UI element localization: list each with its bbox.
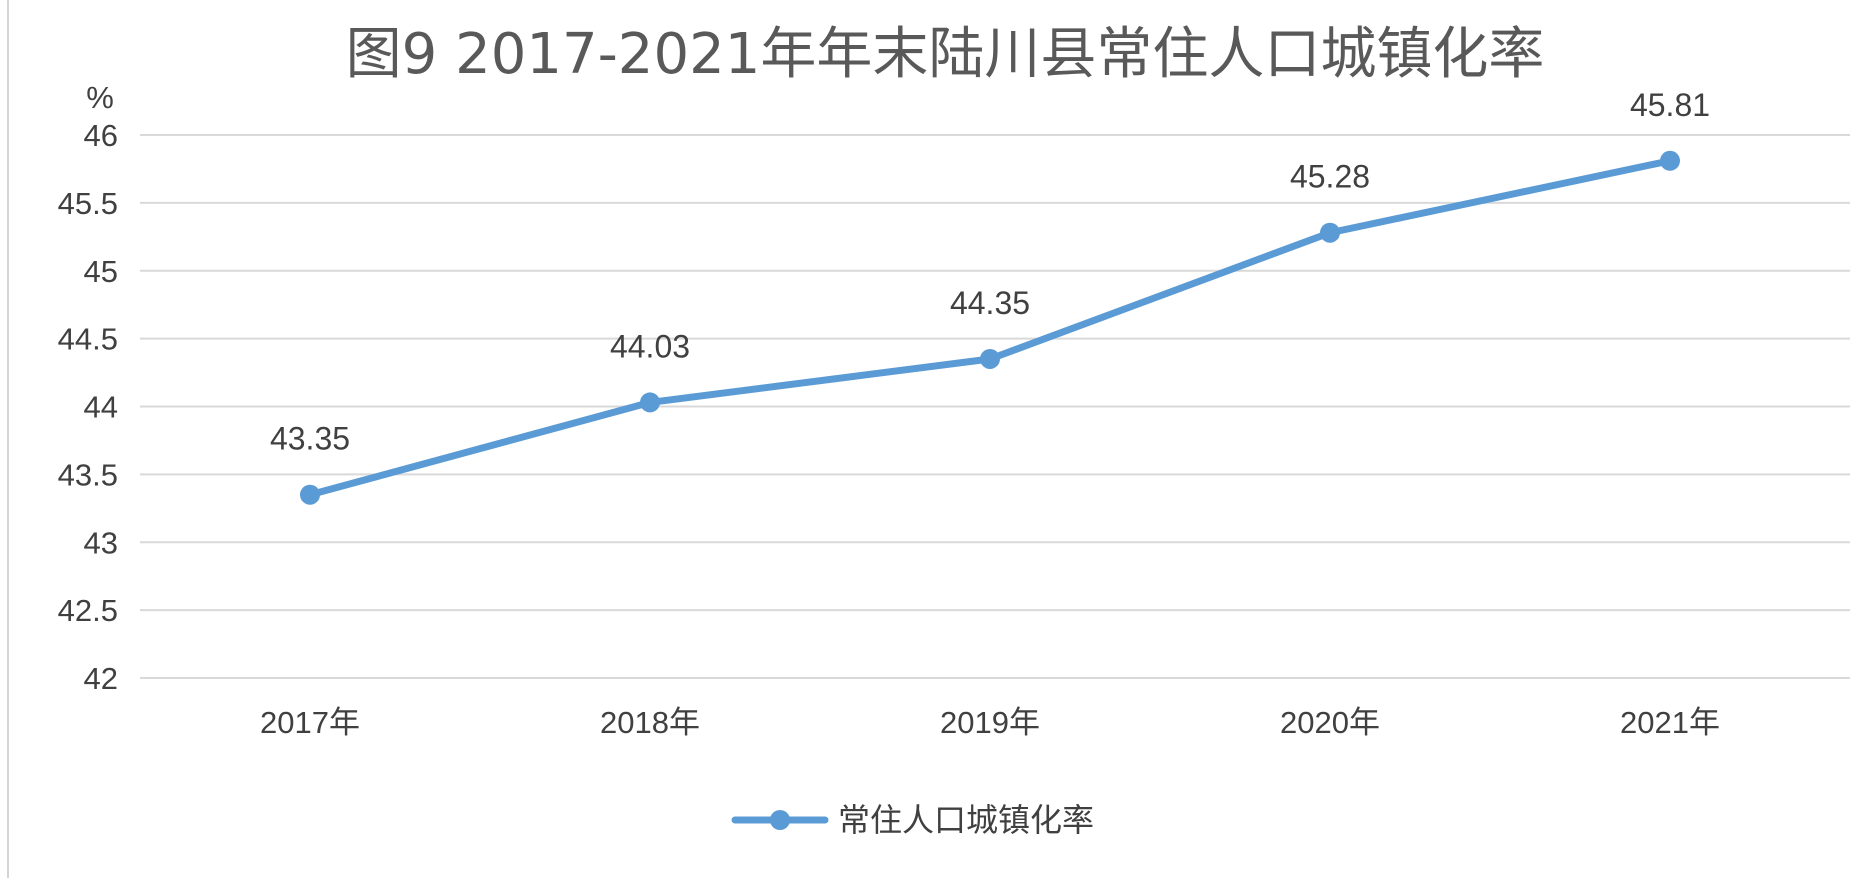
data-label: 45.81 bbox=[1630, 87, 1710, 123]
data-label: 45.28 bbox=[1290, 159, 1370, 195]
y-tick-label: 45.5 bbox=[58, 186, 118, 221]
y-tick-label: 43 bbox=[84, 525, 118, 560]
y-tick-label: 45 bbox=[84, 254, 118, 289]
legend-label: 常住人口城镇化率 bbox=[838, 801, 1094, 839]
y-tick-label: 43.5 bbox=[58, 457, 118, 492]
data-point[interactable] bbox=[980, 348, 1000, 369]
data-label: 44.35 bbox=[950, 285, 1030, 321]
series-line bbox=[306, 157, 1674, 499]
x-tick-label: 2019年 bbox=[940, 705, 1040, 740]
y-tick-label: 44.5 bbox=[58, 322, 118, 357]
series-layer bbox=[300, 150, 1680, 505]
y-tick-label: 44 bbox=[84, 390, 118, 425]
x-tick-label: 2018年 bbox=[600, 705, 700, 740]
gridlines bbox=[140, 134, 1850, 679]
chart-title: 图9 2017-2021年年末陆川县常住人口城镇化率 bbox=[346, 22, 1545, 87]
data-labels: 43.35 44.03 44.35 45.28 45.81 bbox=[270, 87, 1710, 457]
data-label: 44.03 bbox=[610, 328, 690, 364]
x-tick-label: 2017年 bbox=[260, 705, 360, 740]
data-point[interactable] bbox=[300, 484, 320, 505]
y-axis-unit: % bbox=[86, 80, 114, 115]
y-tick-label: 46 bbox=[84, 118, 118, 153]
x-axis-ticks: 2017年 2018年 2019年 2020年 2021年 bbox=[260, 705, 1720, 740]
y-tick-label: 42.5 bbox=[58, 593, 118, 628]
y-axis-ticks: 42 42.5 43 43.5 44 44.5 45 45.5 46 bbox=[58, 118, 118, 696]
data-point[interactable] bbox=[640, 392, 660, 413]
legend[interactable]: 常住人口城镇化率 bbox=[731, 801, 1094, 839]
x-tick-label: 2021年 bbox=[1620, 705, 1720, 740]
data-point[interactable] bbox=[1320, 222, 1340, 243]
data-point[interactable] bbox=[1660, 150, 1680, 171]
legend-dot-marker bbox=[770, 810, 790, 830]
data-label: 43.35 bbox=[270, 421, 350, 457]
x-tick-label: 2020年 bbox=[1280, 705, 1380, 740]
y-tick-label: 42 bbox=[84, 661, 118, 696]
chart-border bbox=[7, 0, 9, 878]
